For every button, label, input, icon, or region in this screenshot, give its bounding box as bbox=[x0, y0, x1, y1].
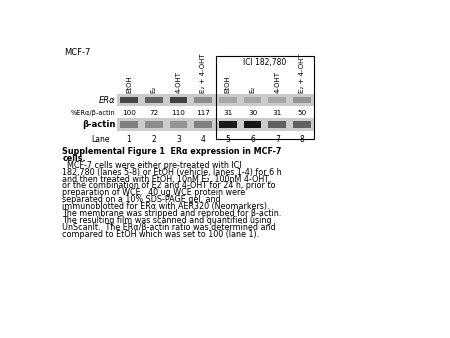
Text: Lane: Lane bbox=[91, 135, 109, 144]
Bar bbox=[216, 56, 315, 139]
Text: compared to EtOH which was set to 100 (lane 1).: compared to EtOH which was set to 100 (l… bbox=[63, 230, 260, 239]
Text: The membrane was stripped and reprobed for β-actin.: The membrane was stripped and reprobed f… bbox=[63, 209, 282, 218]
Text: ICI 182,780: ICI 182,780 bbox=[243, 58, 287, 67]
Text: 110: 110 bbox=[171, 110, 185, 116]
Text: 31: 31 bbox=[273, 110, 282, 116]
Text: 5: 5 bbox=[225, 135, 230, 144]
Text: 4-OHT: 4-OHT bbox=[274, 71, 280, 93]
Text: E₂ + 4-OHT: E₂ + 4-OHT bbox=[299, 53, 305, 93]
Bar bbox=[268, 97, 286, 103]
Text: 4-OHT: 4-OHT bbox=[176, 71, 181, 93]
Bar bbox=[219, 97, 237, 103]
Text: 2: 2 bbox=[151, 135, 156, 144]
Text: 117: 117 bbox=[196, 110, 210, 116]
Bar bbox=[120, 121, 138, 128]
Text: 7: 7 bbox=[275, 135, 280, 144]
Text: ERα: ERα bbox=[99, 96, 115, 105]
Bar bbox=[194, 97, 212, 103]
Text: 30: 30 bbox=[248, 110, 257, 116]
Text: 6: 6 bbox=[250, 135, 255, 144]
Text: E₂: E₂ bbox=[151, 86, 157, 93]
Text: preparation of WCE.  40 ug WCE protein were: preparation of WCE. 40 ug WCE protein we… bbox=[63, 188, 246, 197]
Bar bbox=[170, 121, 187, 128]
Text: 182,780 (lanes 5-8) or EtOH (vehicle, lanes 1-4) for 6 h: 182,780 (lanes 5-8) or EtOH (vehicle, la… bbox=[63, 168, 282, 177]
Text: MCF-7: MCF-7 bbox=[64, 48, 90, 57]
Text: 1: 1 bbox=[127, 135, 131, 144]
Text: 50: 50 bbox=[297, 110, 306, 116]
Text: and then treated with EtOH, 10nM E₂, 100nM 4-OHT,: and then treated with EtOH, 10nM E₂, 100… bbox=[63, 174, 272, 184]
Text: UnScanIt.  The ERα/β-actin ratio was determined and: UnScanIt. The ERα/β-actin ratio was dete… bbox=[63, 223, 276, 232]
Bar bbox=[219, 121, 237, 128]
Bar bbox=[117, 118, 314, 131]
Text: 31: 31 bbox=[223, 110, 233, 116]
Text: EtOH: EtOH bbox=[225, 75, 231, 93]
Text: 8: 8 bbox=[300, 135, 304, 144]
Text: Supplemental Figure 1  ERα expression in MCF-7: Supplemental Figure 1 ERα expression in … bbox=[63, 147, 282, 156]
Text: MCF-7 cells were either pre-treated with ICI: MCF-7 cells were either pre-treated with… bbox=[63, 161, 242, 170]
Text: 72: 72 bbox=[149, 110, 158, 116]
Text: separated on a 10% SDS-PAGE gel, and: separated on a 10% SDS-PAGE gel, and bbox=[63, 195, 221, 204]
Text: β-actin: β-actin bbox=[82, 120, 115, 129]
Text: EtOH: EtOH bbox=[126, 75, 132, 93]
Bar bbox=[293, 97, 311, 103]
Text: E₂: E₂ bbox=[250, 86, 256, 93]
Text: 3: 3 bbox=[176, 135, 181, 144]
Bar bbox=[293, 121, 311, 128]
Text: E₂ + 4-OHT: E₂ + 4-OHT bbox=[200, 53, 206, 93]
Bar bbox=[170, 97, 187, 103]
Text: %ERα/β-actin: %ERα/β-actin bbox=[70, 110, 115, 116]
Text: or the combination of E2 and 4-OHT for 24 h, prior to: or the combination of E2 and 4-OHT for 2… bbox=[63, 182, 276, 191]
Bar bbox=[117, 94, 314, 106]
Text: The resulting film was scanned and quantified using: The resulting film was scanned and quant… bbox=[63, 216, 272, 225]
Text: 100: 100 bbox=[122, 110, 136, 116]
Bar bbox=[243, 121, 261, 128]
Text: cells.: cells. bbox=[63, 154, 86, 163]
Text: immunoblotted for ERα with AER320 (Neomarkers).: immunoblotted for ERα with AER320 (Neoma… bbox=[63, 202, 270, 211]
Text: 4: 4 bbox=[201, 135, 206, 144]
Bar bbox=[120, 97, 138, 103]
Bar bbox=[194, 121, 212, 128]
Bar bbox=[145, 121, 162, 128]
Bar bbox=[243, 97, 261, 103]
Bar bbox=[145, 97, 162, 103]
Bar bbox=[268, 121, 286, 128]
